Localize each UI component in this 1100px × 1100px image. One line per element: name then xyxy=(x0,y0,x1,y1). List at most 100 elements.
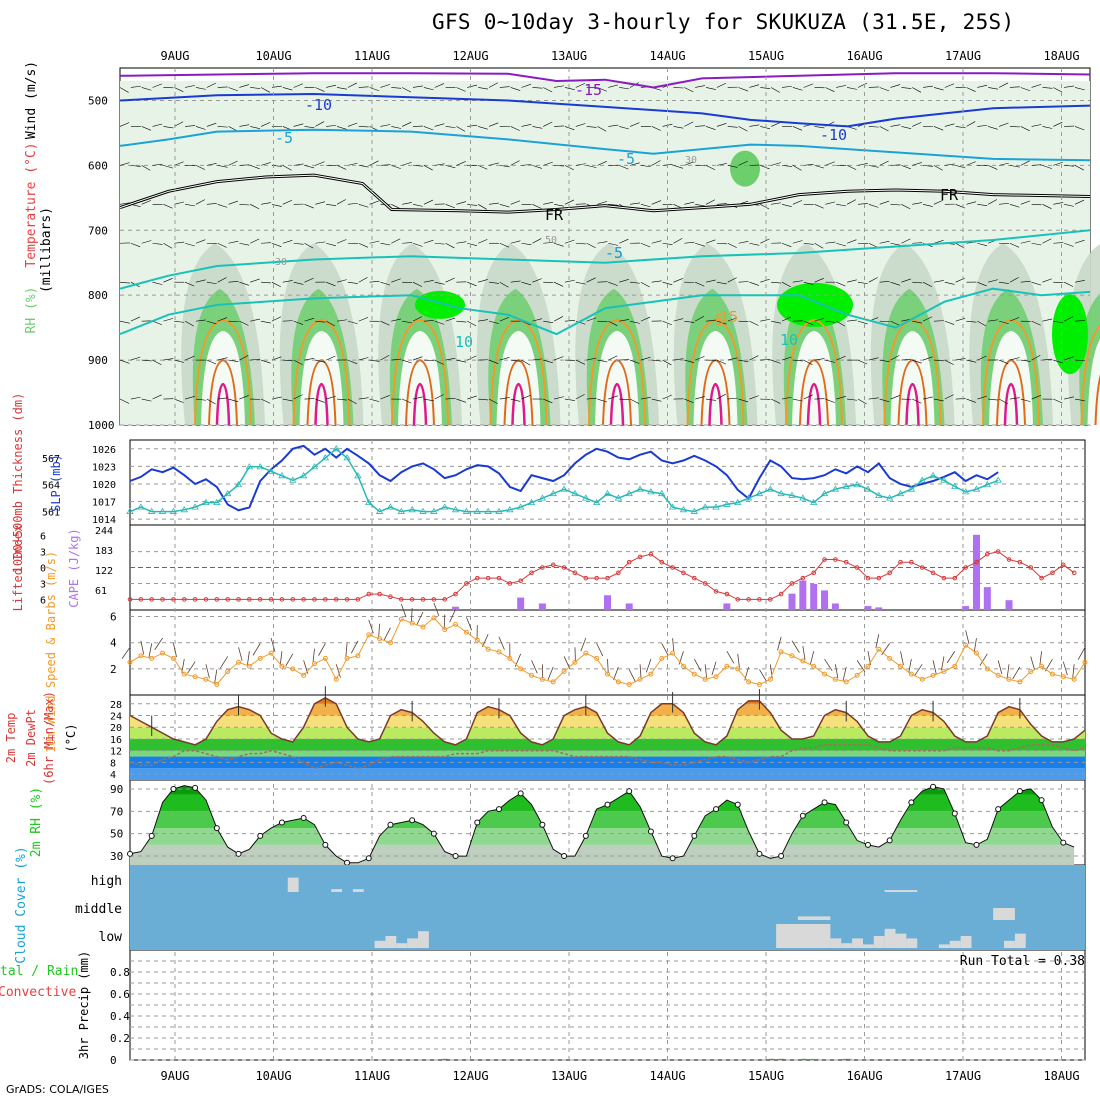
thickness-point xyxy=(951,482,959,489)
lifted-index-point xyxy=(1039,575,1044,581)
wind-barb xyxy=(380,242,391,246)
rh-shade-bright xyxy=(1052,294,1088,375)
rh-point xyxy=(278,819,285,826)
wind-barb xyxy=(608,355,618,361)
wind-barb xyxy=(1064,165,1075,167)
x-tick-label-bottom: 14AUG xyxy=(649,1069,685,1083)
thickness-point xyxy=(137,503,145,510)
lifted-index-point xyxy=(1028,565,1034,570)
lifted-index-point xyxy=(377,591,382,597)
cloud-block xyxy=(852,938,863,948)
wind-barb xyxy=(944,163,955,166)
thickness-point xyxy=(983,480,992,488)
wind-speed-line xyxy=(129,617,1086,686)
wind-barb xyxy=(781,316,792,322)
contour-label: 30 xyxy=(685,155,697,166)
thickness-point xyxy=(809,498,818,506)
wind-speed-point xyxy=(377,636,383,642)
rh-point xyxy=(626,788,633,795)
wind-barb xyxy=(184,281,195,287)
wind-barb xyxy=(521,281,532,286)
wind-barb xyxy=(597,359,608,363)
slp-tick-label: 1020 xyxy=(92,480,116,491)
wind-barb xyxy=(597,241,608,244)
wind-barb xyxy=(174,121,184,127)
lifted-index-point xyxy=(420,597,426,602)
wind-speed-point xyxy=(778,649,784,655)
rh-tick-label: 90 xyxy=(110,783,123,796)
wind-barb xyxy=(205,664,210,678)
slp-tick-label: 1026 xyxy=(92,445,116,456)
wind-barb xyxy=(336,279,347,283)
rh-point xyxy=(127,850,133,857)
wind-barb xyxy=(1020,280,1031,283)
warm-core xyxy=(496,330,541,425)
rh-point xyxy=(734,801,741,808)
wind-barb xyxy=(999,202,1010,205)
wind-barb xyxy=(1031,124,1042,127)
wind-barb xyxy=(716,320,727,325)
lifted-index-point xyxy=(561,565,567,570)
wind-speed-point xyxy=(865,663,871,669)
wind-barb xyxy=(184,355,195,361)
wind-barb xyxy=(130,85,141,88)
wind-barb xyxy=(966,121,976,127)
wind-barb xyxy=(586,165,597,168)
rh-point xyxy=(409,817,416,824)
wind-speed-point xyxy=(442,627,448,633)
wind-barb xyxy=(1009,277,1019,283)
wind-barb xyxy=(206,320,217,325)
cape-bar xyxy=(810,583,818,610)
wind-speed-point xyxy=(995,672,1001,678)
lifted-index-point xyxy=(930,570,936,576)
wind-barb xyxy=(771,320,781,324)
wind-barb xyxy=(716,203,727,205)
wind-barb xyxy=(206,359,217,365)
thickness-point xyxy=(972,485,981,492)
wind-barb xyxy=(836,395,846,400)
wind-barb xyxy=(629,162,640,166)
cape-bar xyxy=(604,595,611,610)
isotherm-25 xyxy=(708,382,723,426)
wind-speed-point xyxy=(724,663,730,669)
wind-barb xyxy=(868,397,879,400)
wind-barb xyxy=(315,320,326,323)
wind-barb xyxy=(250,126,261,129)
wind-barb xyxy=(347,281,358,284)
thickness-point xyxy=(896,489,905,497)
wind-speed-point xyxy=(832,676,838,682)
wind-barb xyxy=(195,165,206,170)
wind-barb xyxy=(1042,318,1053,322)
wind-tick-label: 4 xyxy=(110,637,117,650)
wind-barb xyxy=(337,319,347,322)
wind-barb xyxy=(771,398,781,404)
wind-barb xyxy=(282,199,293,205)
wind-barb xyxy=(901,238,911,244)
warm-core xyxy=(299,330,344,425)
wind-barb xyxy=(857,203,868,205)
lifted-index-point xyxy=(268,597,274,602)
wind-barb xyxy=(141,200,152,205)
wind-barb xyxy=(478,126,488,130)
wind-barb xyxy=(510,398,521,402)
isotherm-20 xyxy=(799,359,829,426)
wind-barb xyxy=(879,160,889,166)
wind-barb xyxy=(521,83,532,88)
wind-barb xyxy=(619,126,629,130)
wind-barb xyxy=(825,201,836,205)
wind-barb xyxy=(738,398,749,403)
lifted-index-point xyxy=(898,559,903,565)
lifted-index-point xyxy=(876,575,882,581)
thickness-point xyxy=(820,489,829,497)
wind-barb xyxy=(640,204,651,208)
wind-barb xyxy=(825,241,836,244)
wind-barb xyxy=(977,320,987,327)
wind-barb xyxy=(347,162,358,166)
wind-barb xyxy=(1042,165,1052,169)
cloud-block xyxy=(938,944,950,948)
wind-barb xyxy=(553,242,564,247)
wind-barb xyxy=(130,316,141,322)
thickness-point xyxy=(777,489,785,497)
wind-barb xyxy=(847,398,858,401)
wind-barb xyxy=(912,87,922,93)
